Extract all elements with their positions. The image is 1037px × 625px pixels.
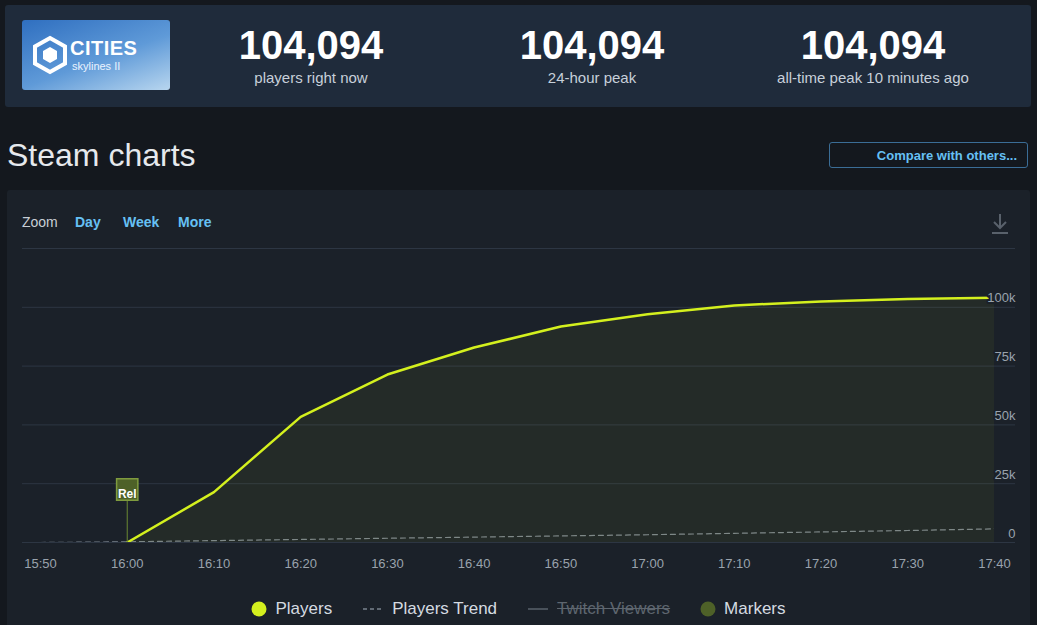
svg-text:16:30: 16:30	[371, 556, 404, 571]
svg-text:75k: 75k	[995, 349, 1016, 364]
html-text:104,094: 104,094	[238, 23, 384, 67]
html-text:24-hour peak: 24-hour peak	[547, 69, 637, 86]
html-text:Players Trend: Players Trend	[392, 599, 497, 618]
svg-text:25k: 25k	[995, 467, 1016, 482]
html-text:104,094: 104,094	[800, 23, 946, 67]
svg-text:50k: 50k	[995, 408, 1016, 423]
svg-text:16:20: 16:20	[284, 556, 317, 571]
svg-text:0: 0	[1008, 526, 1015, 541]
svg-text:100k: 100k	[987, 290, 1016, 305]
svg-text:16:50: 16:50	[545, 556, 578, 571]
svg-text:17:30: 17:30	[891, 556, 924, 571]
html-text:skylines II: skylines II	[72, 60, 121, 72]
svg-text:15:50: 15:50	[24, 556, 57, 571]
html-text:all-time peak 10 minutes ago: all-time peak 10 minutes ago	[777, 69, 969, 86]
html-text:Compare with others...: Compare with others...	[876, 148, 1017, 163]
html-text:104,094: 104,094	[519, 23, 665, 67]
html-text:More: More	[178, 214, 212, 230]
html-text:Zoom: Zoom	[22, 214, 58, 230]
svg-text:16:00: 16:00	[111, 556, 144, 571]
html-text:Twitch Viewers: Twitch Viewers	[557, 599, 671, 618]
svg-text:17:00: 17:00	[631, 556, 664, 571]
html-text:Players: Players	[275, 599, 333, 618]
svg-text:Rel: Rel	[118, 487, 137, 501]
html-text:CITIES: CITIES	[70, 37, 138, 59]
svg-text:16:10: 16:10	[198, 556, 231, 571]
html-text:Week: Week	[123, 214, 160, 230]
svg-text:17:40: 17:40	[978, 556, 1011, 571]
html-text:Day: Day	[75, 214, 101, 230]
html-text:Markers: Markers	[724, 599, 786, 618]
svg-text:16:40: 16:40	[458, 556, 491, 571]
svg-text:17:20: 17:20	[805, 556, 838, 571]
svg-text:17:10: 17:10	[718, 556, 751, 571]
html-text:Steam charts: Steam charts	[7, 137, 196, 173]
html-text:players right now: players right now	[254, 69, 368, 86]
